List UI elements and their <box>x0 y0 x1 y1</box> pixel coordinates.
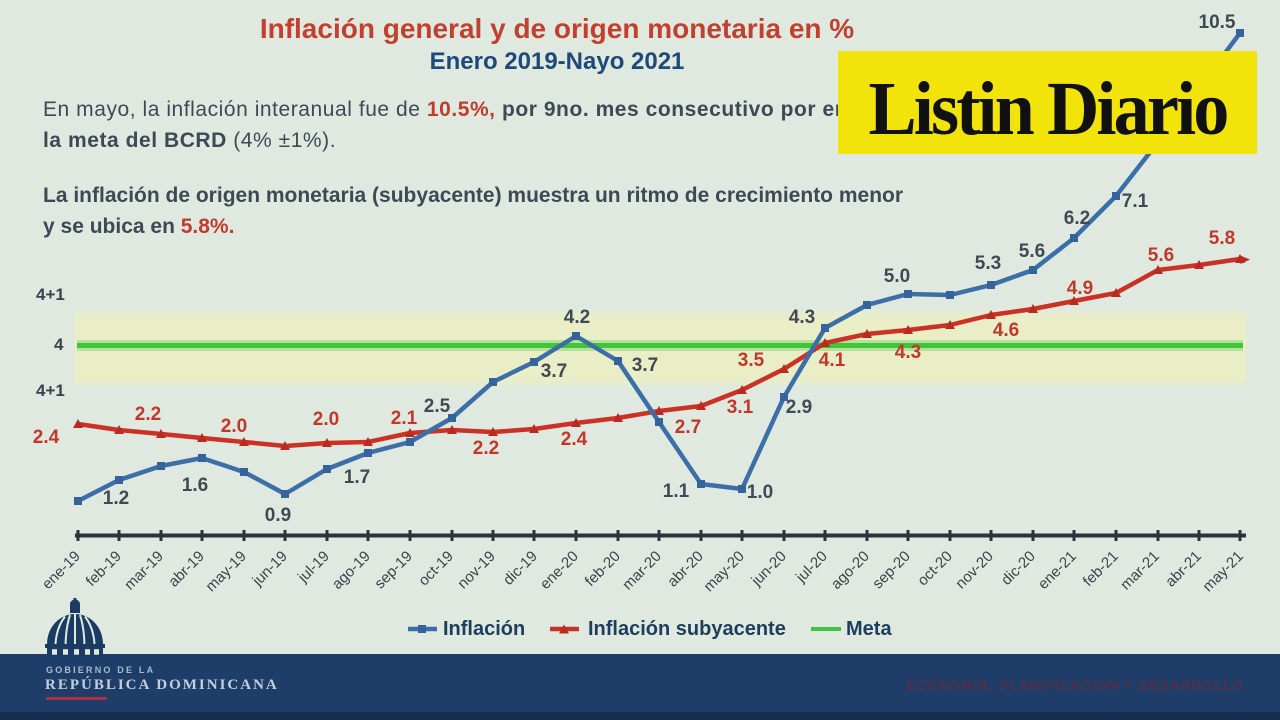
svg-text:mar-20: mar-20 <box>619 548 665 594</box>
svg-text:sep-19: sep-19 <box>371 548 415 592</box>
svg-text:oct-20: oct-20 <box>914 548 956 590</box>
svg-text:4.1: 4.1 <box>819 350 846 371</box>
svg-text:4+1: 4+1 <box>36 381 65 400</box>
svg-text:nov-19: nov-19 <box>454 548 498 592</box>
svg-text:dic-19: dic-19 <box>500 548 541 589</box>
svg-text:0.9: 0.9 <box>265 505 291 526</box>
svg-text:jul-19: jul-19 <box>294 548 333 587</box>
svg-text:1.2: 1.2 <box>103 488 129 509</box>
svg-text:2.0: 2.0 <box>313 409 339 430</box>
svg-text:3.7: 3.7 <box>541 361 567 382</box>
svg-text:4.9: 4.9 <box>1067 278 1093 299</box>
svg-text:5.8: 5.8 <box>1209 228 1235 249</box>
svg-text:2.2: 2.2 <box>135 404 161 425</box>
svg-text:oct-19: oct-19 <box>415 548 457 590</box>
svg-text:2.7: 2.7 <box>675 417 701 438</box>
svg-text:10.5: 10.5 <box>1199 12 1236 33</box>
svg-text:mar-19: mar-19 <box>121 548 167 594</box>
svg-text:4+1: 4+1 <box>36 285 65 304</box>
svg-text:may-19: may-19 <box>202 548 249 595</box>
svg-text:jul-20: jul-20 <box>792 548 831 587</box>
svg-text:3.7: 3.7 <box>632 355 658 376</box>
svg-text:2.1: 2.1 <box>391 408 418 429</box>
svg-text:feb-21: feb-21 <box>1080 548 1122 590</box>
svg-text:3.1: 3.1 <box>727 397 754 418</box>
svg-text:4.2: 4.2 <box>564 307 590 328</box>
svg-text:2.0: 2.0 <box>221 416 247 437</box>
svg-text:4: 4 <box>54 335 64 354</box>
svg-text:1.7: 1.7 <box>344 467 370 488</box>
svg-text:7.1: 7.1 <box>1122 191 1149 212</box>
svg-text:ene-21: ene-21 <box>1035 548 1080 593</box>
svg-text:abr-21: abr-21 <box>1162 548 1205 591</box>
svg-text:1.0: 1.0 <box>747 482 773 503</box>
svg-text:may-21: may-21 <box>1199 548 1246 595</box>
svg-text:jun-20: jun-20 <box>748 548 790 590</box>
svg-text:1.1: 1.1 <box>663 481 690 502</box>
svg-text:ago-20: ago-20 <box>828 548 873 593</box>
svg-text:2.9: 2.9 <box>786 397 812 418</box>
svg-text:may-20: may-20 <box>700 548 747 595</box>
svg-text:2.4: 2.4 <box>561 429 588 450</box>
svg-text:mar-21: mar-21 <box>1117 548 1163 594</box>
svg-text:ago-19: ago-19 <box>329 548 374 593</box>
svg-text:2.5: 2.5 <box>424 396 451 417</box>
svg-text:2.4: 2.4 <box>33 427 60 448</box>
svg-text:5.3: 5.3 <box>975 253 1001 274</box>
svg-text:4.6: 4.6 <box>993 320 1019 341</box>
svg-text:dic-20: dic-20 <box>998 548 1039 589</box>
svg-text:4.3: 4.3 <box>789 307 815 328</box>
svg-text:abr-19: abr-19 <box>165 548 208 591</box>
svg-text:5.0: 5.0 <box>884 266 910 287</box>
svg-text:jun-19: jun-19 <box>249 548 291 590</box>
svg-text:feb-19: feb-19 <box>83 548 125 590</box>
svg-text:feb-20: feb-20 <box>582 548 624 590</box>
svg-text:3.5: 3.5 <box>738 350 765 371</box>
svg-text:sep-20: sep-20 <box>869 548 913 592</box>
svg-text:5.6: 5.6 <box>1019 241 1045 262</box>
svg-text:nov-20: nov-20 <box>952 548 996 592</box>
svg-text:1.6: 1.6 <box>182 475 208 496</box>
svg-text:ene-20: ene-20 <box>537 548 582 593</box>
svg-text:5.6: 5.6 <box>1148 245 1174 266</box>
svg-text:4.3: 4.3 <box>895 342 921 363</box>
svg-text:2.2: 2.2 <box>473 438 499 459</box>
svg-text:ene-19: ene-19 <box>39 548 84 593</box>
svg-text:6.2: 6.2 <box>1064 208 1090 229</box>
